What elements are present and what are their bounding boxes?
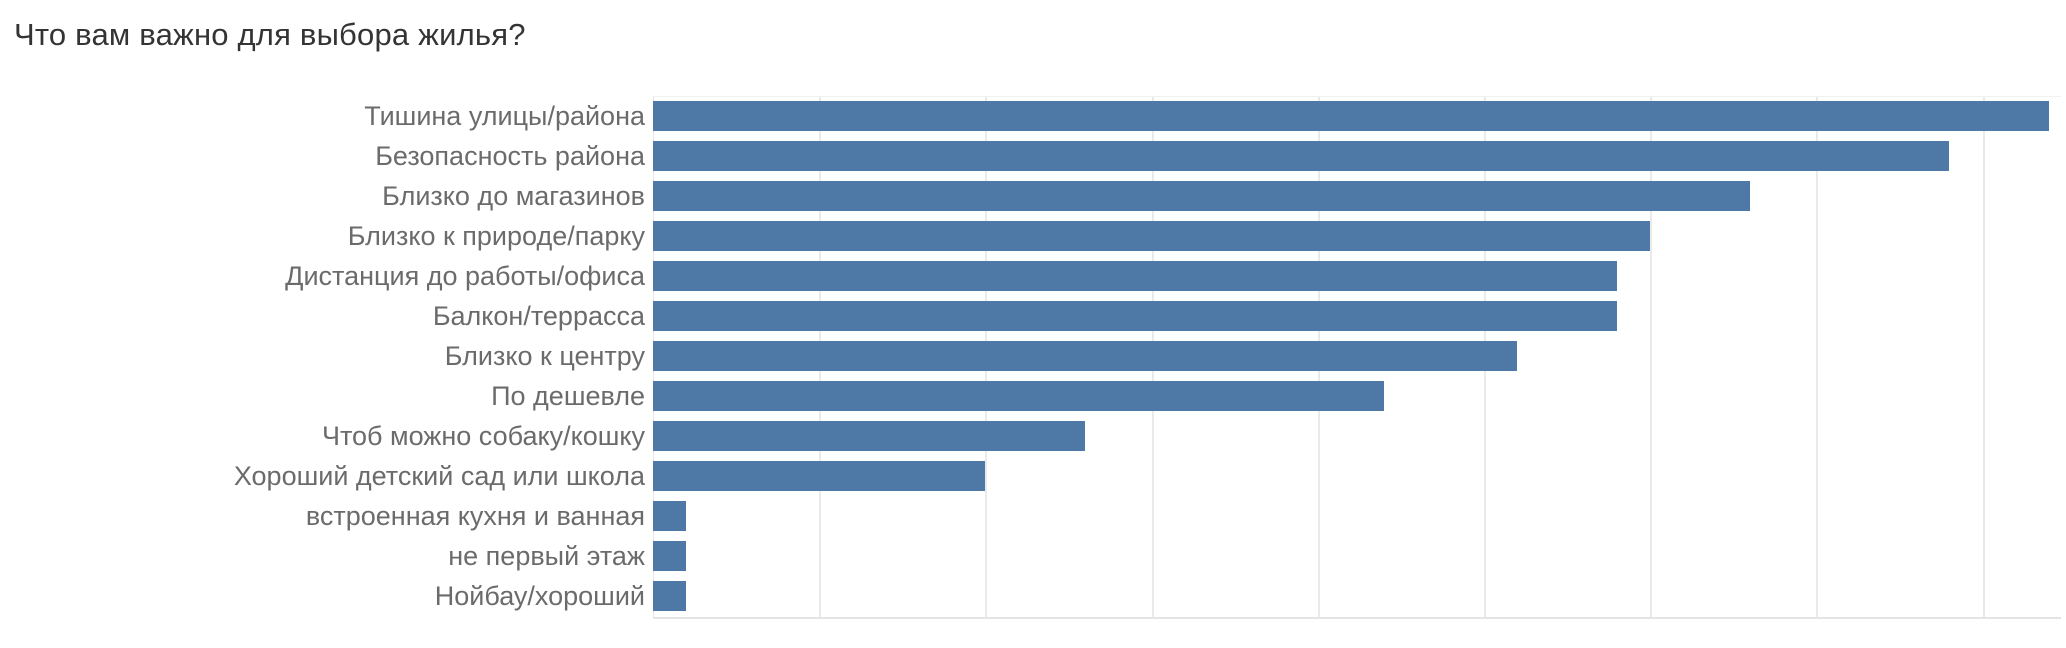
bar-row: Нойбау/хороший [0, 576, 2066, 616]
category-label: Близко к природе/парку [347, 221, 645, 251]
bar-track [653, 496, 2060, 536]
gridline [1982, 97, 1985, 617]
bar-row: Балкон/террасса [0, 296, 2066, 336]
gridline [1816, 97, 1819, 617]
category-label: встроенная кухня и ванная [305, 501, 645, 531]
bar-row: Тишина улицы/района [0, 96, 2066, 136]
gridline [1650, 97, 1653, 617]
category-label: Хороший детский сад или школа [233, 461, 645, 491]
bar-row: Близко к центру [0, 336, 2066, 376]
bar[interactable] [653, 501, 687, 531]
bar[interactable] [653, 261, 1617, 291]
bar-track [653, 96, 2060, 136]
chart-title: Что вам важно для выбора жилья? [14, 17, 526, 52]
bar-track [653, 336, 2060, 376]
bar[interactable] [653, 101, 2050, 131]
bar-track [653, 216, 2060, 256]
category-label: Тишина улицы/района [364, 101, 645, 131]
bar[interactable] [653, 221, 1651, 251]
bar-track [653, 136, 2060, 176]
category-label: Безопасность района [375, 141, 645, 171]
category-label: Дистанция до работы/офиса [285, 261, 645, 291]
bar-row: Дистанция до работы/офиса [0, 256, 2066, 296]
bar-track [653, 416, 2060, 456]
bar-row: По дешевле [0, 376, 2066, 416]
bar[interactable] [653, 341, 1518, 371]
bar-row: Близко до магазинов [0, 176, 2066, 216]
category-label: Балкон/террасса [432, 301, 645, 331]
category-label: Близко до магазинов [382, 181, 645, 211]
category-label: По дешевле [491, 381, 645, 411]
bar-track [653, 536, 2060, 576]
bar[interactable] [653, 421, 1086, 451]
category-label: Нойбау/хороший [434, 581, 645, 611]
category-label: Чтоб можно собаку/кошку [321, 421, 645, 451]
bar[interactable] [653, 141, 1950, 171]
bar-row: Близко к природе/парку [0, 216, 2066, 256]
bar[interactable] [653, 541, 687, 571]
bar[interactable] [653, 381, 1385, 411]
bar-track [653, 256, 2060, 296]
bar-row: Хороший детский сад или школа [0, 456, 2066, 496]
bar[interactable] [653, 181, 1750, 211]
bar[interactable] [653, 461, 986, 491]
bar-row: встроенная кухня и ванная [0, 496, 2066, 536]
bar[interactable] [653, 301, 1617, 331]
category-label: не первый этаж [448, 541, 645, 571]
bar-row: Чтоб можно собаку/кошку [0, 416, 2066, 456]
bar-track [653, 576, 2060, 616]
bar-track [653, 376, 2060, 416]
bar-rows: Тишина улицы/района Безопасность района Бл… [0, 96, 2066, 616]
bar-track [653, 176, 2060, 216]
bar-track [653, 296, 2060, 336]
bar-row: не первый этаж [0, 536, 2066, 576]
category-label: Близко к центру [444, 341, 645, 371]
bar-track [653, 456, 2060, 496]
bar-row: Безопасность района [0, 136, 2066, 176]
bar[interactable] [653, 581, 687, 611]
